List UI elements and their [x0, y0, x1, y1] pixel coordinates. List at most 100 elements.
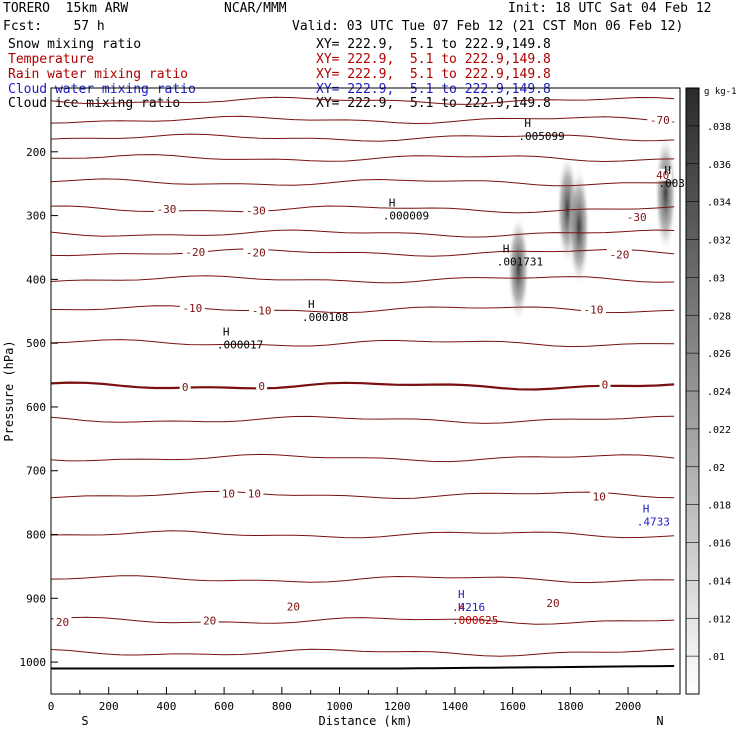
isotherm-label-bg-3 [624, 210, 650, 223]
max-value-5: .0031 [658, 177, 691, 190]
isotherm-label-7: -10 [182, 302, 202, 315]
isotherm-label-bg-12 [599, 378, 611, 391]
isotherm-label-18: 20 [287, 601, 300, 614]
isotherm-line-3 [50, 154, 675, 163]
isotherm-label-bg-0 [647, 113, 673, 126]
isotherm-line-17 [50, 616, 675, 625]
isotherm-label-bg-2 [243, 204, 269, 217]
isotherm-line-12 [50, 415, 675, 424]
max-value-3: .000108 [302, 311, 348, 324]
isotherm-label-bg-6 [606, 248, 632, 261]
isotherm-label-13: 10 [222, 488, 235, 501]
max-value-7: .4216 [452, 601, 485, 614]
isotherm-label-bg-5 [243, 246, 269, 259]
isotherm-label-bg-4 [182, 245, 208, 258]
x-tick-label-2: 400 [156, 700, 176, 713]
colorbar-tick-label-5: .02 [707, 463, 725, 474]
x-tick-label-0: 0 [48, 700, 55, 713]
isotherm-line-16 [50, 575, 675, 584]
south-end-label: S [81, 714, 88, 728]
isotherm-label-8: -10 [252, 305, 272, 318]
y-tick-label-1: 300 [26, 210, 46, 223]
field-label-snow: Snow mixing ratio [8, 37, 142, 52]
isotherm-label-bg-18 [284, 600, 303, 613]
isotherm-label-bg-1 [153, 203, 179, 216]
isotherm-line-0 [50, 96, 675, 105]
isotherm-label-3: -30 [627, 211, 647, 224]
snow-shading-2 [507, 214, 530, 323]
x-tick-label-1: 200 [99, 700, 119, 713]
isotherm-line-14 [50, 490, 675, 500]
valid-time: Valid: 03 UTC Tue 07 Feb 12 (21 CST Mon … [292, 19, 684, 34]
max-value-0: .005099 [518, 130, 564, 143]
x-tick-label-9: 1800 [557, 700, 584, 713]
isotherm-label-bg-11 [256, 379, 268, 392]
colorbar-tick-label-12: .034 [707, 198, 731, 209]
isotherm-label-6: -20 [609, 248, 629, 261]
colorbar-tick-label-13: .036 [707, 160, 731, 171]
isotherm-label-1: -30 [156, 203, 176, 216]
isotherm-label-10: 0 [182, 381, 189, 394]
y-tick-label-8: 1000 [20, 656, 47, 669]
field-label-rain: Rain water mixing ratio [8, 67, 189, 82]
x-tick-label-3: 600 [214, 700, 234, 713]
isotherm-label-16: 20 [56, 616, 69, 629]
isotherm-line-9 [50, 305, 675, 314]
terrain-line [51, 665, 675, 670]
isotherm-line-1 [50, 115, 675, 125]
field-xy-cloud-water: XY= 222.9, 5.1 to 222.9,149.8 [316, 82, 551, 97]
max-marker-0: H [524, 117, 531, 130]
isotherm-label-5: -20 [246, 247, 266, 260]
x-tick-label-8: 1600 [499, 700, 526, 713]
isotherm-label-4: -20 [185, 246, 205, 259]
isotherm-label-bg-14 [245, 487, 264, 500]
max-value-4: .000017 [217, 338, 263, 351]
max-marker-3: H [308, 298, 315, 311]
x-tick-label-6: 1200 [384, 700, 411, 713]
y-tick-label-4: 600 [26, 401, 46, 414]
y-axis-title: Pressure (hPa) [2, 340, 16, 441]
isotherm-label-11: 0 [258, 380, 265, 393]
x-tick-label-4: 800 [272, 700, 292, 713]
isotherm-line-2 [50, 133, 675, 142]
x-tick-label-5: 1000 [326, 700, 353, 713]
isotherm-label-bg-17 [200, 614, 219, 627]
isotherm-line-7 [50, 248, 675, 257]
isotherm-line-15 [50, 530, 675, 539]
colorbar-tick-label-8: .026 [707, 349, 731, 360]
isotherm-label-2: -30 [246, 204, 266, 217]
max-marker-2: H [503, 242, 510, 255]
colorbar-tick-label-11: .032 [707, 236, 731, 247]
plot-frame [50, 87, 681, 695]
isotherm-label-bg-10 [179, 381, 191, 394]
isotherm-label-bg-13 [219, 487, 238, 500]
isotherm-label-bg-15 [590, 490, 609, 503]
isotherm-line-4 [50, 178, 675, 187]
field-xy-rain: XY= 222.9, 5.1 to 222.9,149.8 [316, 67, 551, 82]
model-title: TORERO 15km ARW [3, 1, 129, 16]
colorbar-tick-label-3: .016 [707, 539, 731, 550]
colorbar-tick-label-9: .028 [707, 311, 731, 322]
colorbar-tick-label-6: .022 [707, 425, 731, 436]
org-label: NCAR/MMM [224, 1, 287, 16]
colorbar-tick-label-0: .01 [707, 652, 725, 663]
snow-shading-3 [654, 133, 677, 253]
y-tick-label-6: 800 [26, 529, 46, 542]
isotherm-label-bg-9 [580, 303, 606, 316]
isotherm-label-14: 10 [248, 488, 261, 501]
isotherm-label-12: 0 [602, 379, 609, 392]
y-tick-label-7: 900 [26, 592, 46, 605]
isotherm-label-bg-7 [179, 302, 205, 315]
isotherm-label-bg-20 [653, 168, 672, 181]
field-label-cloud-water: Cloud water mixing ratio [8, 82, 196, 97]
north-end-label: N [656, 714, 663, 728]
max-value-1: .000009 [383, 209, 429, 222]
isotherm-label-20: 40 [656, 169, 669, 182]
max-marker-6: H [643, 503, 650, 516]
isotherm-label-bg-8 [249, 304, 275, 317]
isotherm-line-18 [50, 648, 675, 657]
max-value-6: .4733 [637, 516, 670, 529]
max-marker-8: H [458, 601, 465, 614]
max-marker-4: H [223, 325, 230, 338]
